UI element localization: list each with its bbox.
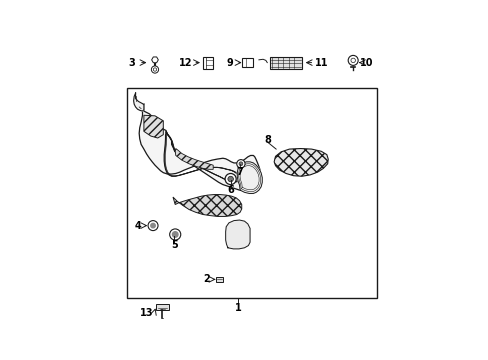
Text: 8: 8 — [264, 135, 271, 145]
Text: 1: 1 — [234, 303, 241, 313]
Text: 10: 10 — [360, 58, 373, 68]
Text: 9: 9 — [226, 58, 233, 68]
Circle shape — [150, 223, 155, 228]
Text: 2: 2 — [203, 274, 210, 284]
Text: 5: 5 — [171, 240, 178, 250]
Circle shape — [347, 55, 357, 66]
Text: 11: 11 — [314, 58, 327, 68]
Bar — [242, 58, 252, 67]
Circle shape — [148, 221, 158, 231]
Text: 3: 3 — [128, 58, 135, 68]
Circle shape — [151, 66, 158, 73]
Circle shape — [172, 232, 178, 237]
Bar — [269, 57, 301, 69]
Text: 13: 13 — [140, 308, 153, 318]
Bar — [156, 304, 168, 310]
Circle shape — [224, 174, 236, 185]
Polygon shape — [274, 149, 327, 176]
Bar — [216, 276, 223, 282]
Polygon shape — [133, 93, 143, 111]
Text: 6: 6 — [227, 185, 234, 194]
Polygon shape — [225, 220, 249, 249]
Circle shape — [227, 176, 233, 182]
Polygon shape — [237, 162, 262, 193]
Text: 4: 4 — [135, 221, 142, 231]
Polygon shape — [151, 57, 158, 63]
Polygon shape — [173, 194, 241, 216]
Bar — [203, 57, 213, 69]
Text: 7: 7 — [236, 167, 243, 177]
Circle shape — [153, 68, 156, 71]
Circle shape — [236, 159, 244, 168]
Text: 12: 12 — [178, 58, 192, 68]
Circle shape — [350, 58, 355, 63]
Circle shape — [169, 229, 181, 240]
Polygon shape — [143, 115, 163, 138]
Polygon shape — [175, 149, 213, 169]
Circle shape — [239, 162, 243, 166]
Bar — [127, 87, 376, 298]
Polygon shape — [139, 104, 260, 191]
